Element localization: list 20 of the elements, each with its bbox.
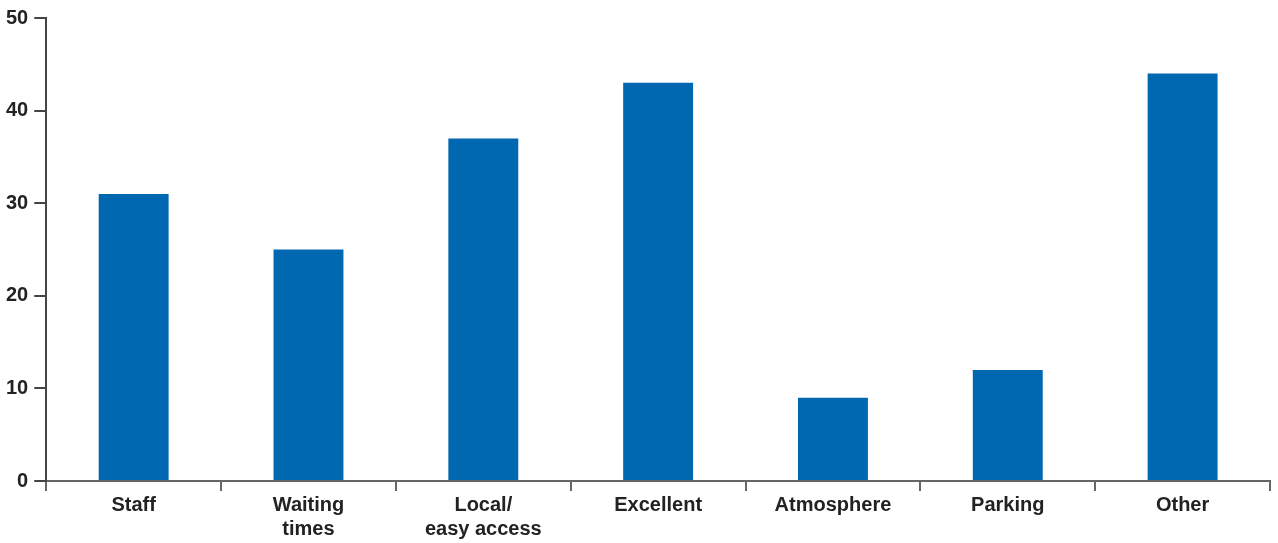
bar (98, 193, 169, 480)
bar (1147, 73, 1218, 480)
y-tick-label: 30 (6, 190, 29, 213)
bar (448, 138, 519, 480)
x-tick-label: Local/ easy access (424, 492, 542, 539)
bar (797, 397, 868, 480)
x-tick-label: Other (1155, 492, 1210, 515)
bar (273, 249, 344, 480)
bar (972, 369, 1043, 480)
y-tick-label: 10 (6, 375, 29, 398)
x-tick-label: Parking (971, 492, 1045, 515)
y-tick-label: 50 (6, 5, 29, 28)
y-tick-label: 0 (17, 468, 29, 491)
y-tick-label: 20 (6, 283, 29, 306)
x-tick-label: Atmosphere (774, 492, 892, 515)
y-tick-label: 40 (6, 98, 29, 121)
x-tick-label: Excellent (614, 492, 703, 515)
bar (623, 82, 694, 480)
x-tick-label: Waiting times (272, 492, 345, 539)
x-tick-label: Staff (111, 492, 157, 515)
